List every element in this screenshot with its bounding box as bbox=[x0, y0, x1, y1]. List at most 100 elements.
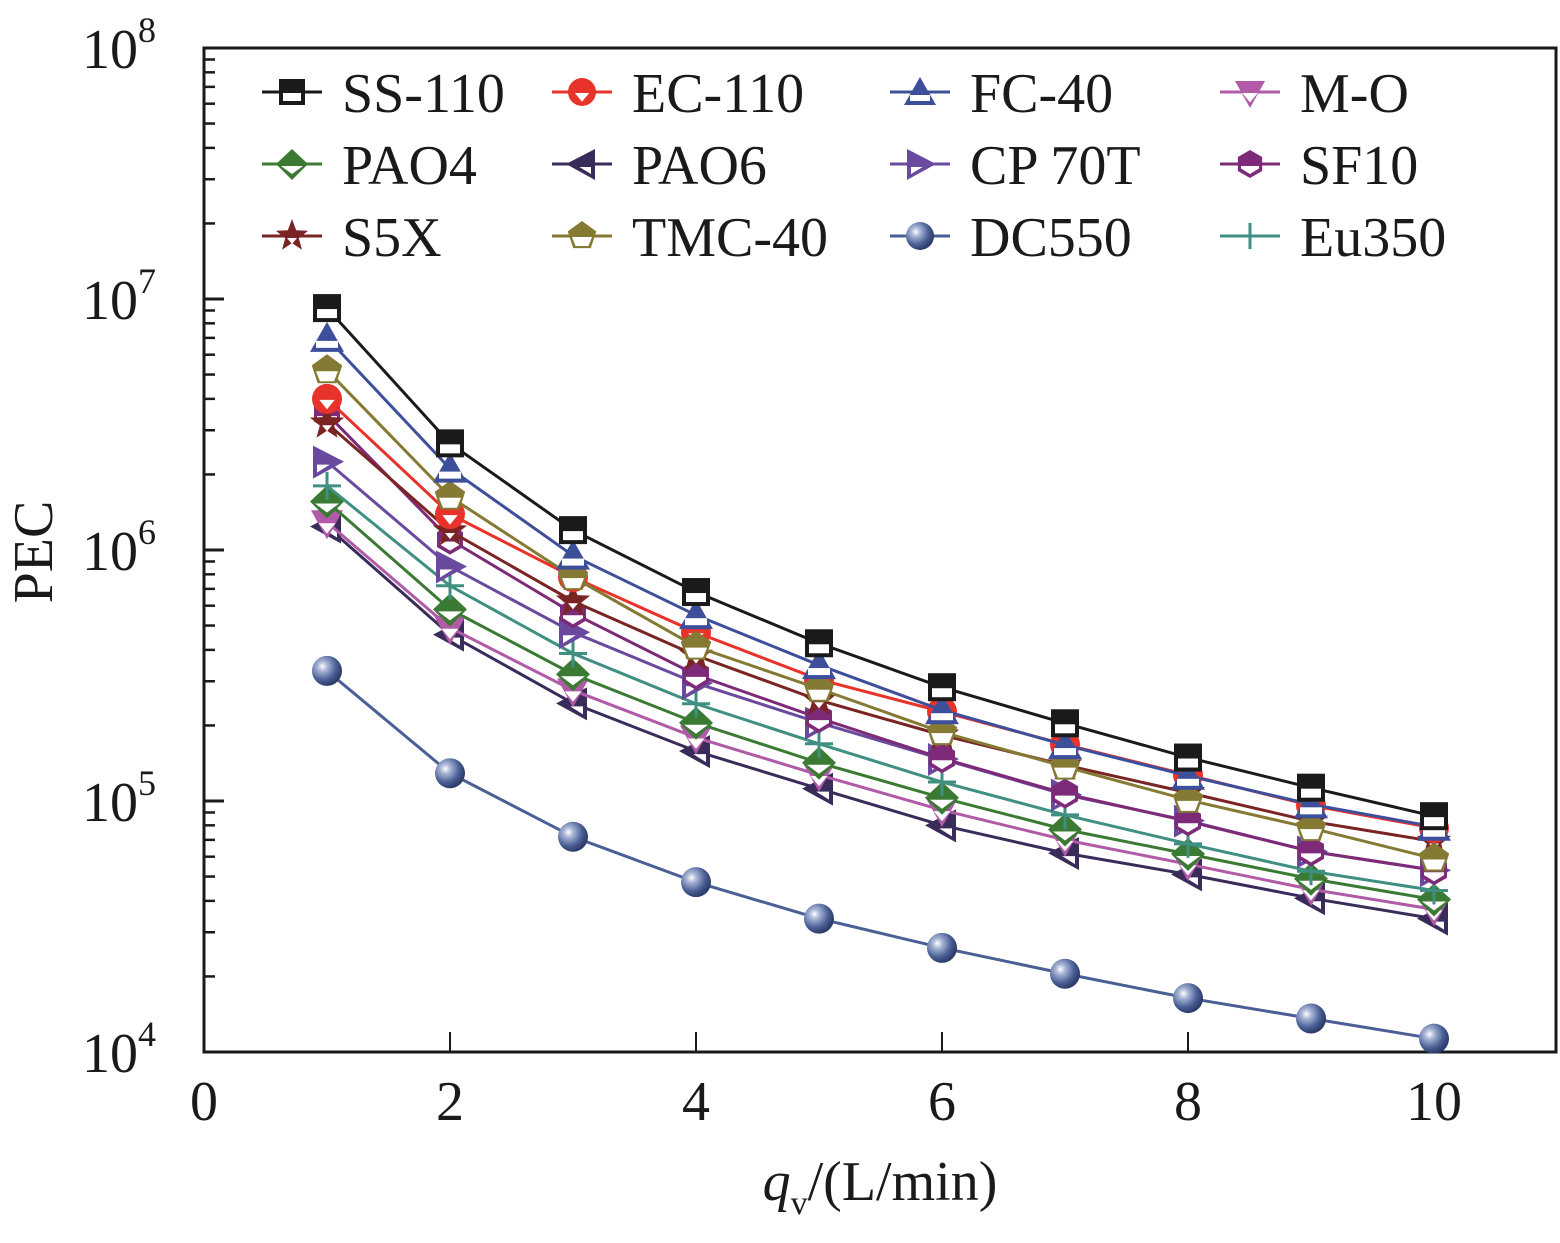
data-point-pao4 bbox=[679, 706, 713, 740]
data-point-fc-40 bbox=[556, 539, 590, 570]
y-tick-label: 106 bbox=[82, 512, 156, 583]
data-point-ss-110 bbox=[928, 673, 956, 702]
data-point-cp-70t bbox=[313, 445, 344, 479]
data-point-dc550 bbox=[435, 758, 465, 789]
series-line-eu350 bbox=[326, 484, 1435, 892]
data-point-eu350 bbox=[682, 689, 710, 718]
data-point-ss-110 bbox=[1297, 773, 1325, 802]
legend-marker-triangle-right-icon bbox=[907, 149, 936, 180]
y-tick-exponent: 8 bbox=[138, 10, 156, 50]
data-point-pao4 bbox=[556, 658, 590, 692]
data-point-ss-110 bbox=[436, 429, 464, 458]
legend-marker-circle-icon bbox=[568, 78, 596, 106]
data-point-ss-110 bbox=[682, 578, 710, 607]
y-tick-label: 107 bbox=[82, 261, 156, 332]
series-layer bbox=[309, 294, 1452, 1054]
legend-item-ss-110: SS-110 bbox=[262, 63, 505, 125]
legend: SS-110 EC-110 FC-40 M-O PAO4 PAO6 CP 70T SF10 S5… bbox=[262, 63, 1446, 269]
data-point-pao4 bbox=[433, 593, 467, 627]
data-point-m-o bbox=[557, 678, 589, 708]
data-point-tmc-40 bbox=[434, 480, 466, 510]
series-line-sf10 bbox=[325, 413, 1435, 872]
data-point-sf10 bbox=[929, 743, 955, 774]
data-point-fc-40 bbox=[1048, 729, 1082, 760]
data-point-fc-40 bbox=[433, 452, 467, 483]
legend-marker-triangle-down-icon bbox=[1235, 81, 1265, 108]
data-point-fc-40 bbox=[1294, 788, 1328, 819]
data-point-sf10 bbox=[1175, 806, 1201, 837]
y-tick-label: 108 bbox=[82, 10, 156, 81]
data-point-ss-110 bbox=[805, 629, 833, 658]
y-tick-base: 10 bbox=[82, 1023, 138, 1085]
legend-marker-triangle-up-icon bbox=[904, 77, 936, 105]
x-axis-title-symbol: q bbox=[763, 1151, 791, 1213]
y-tick-base: 10 bbox=[82, 19, 138, 81]
data-point-eu350 bbox=[313, 471, 341, 500]
legend-item-pao6: PAO6 bbox=[552, 135, 767, 197]
data-point-fc-40 bbox=[679, 599, 713, 630]
x-tick-label: 6 bbox=[928, 1071, 956, 1133]
legend-item-cp-70t: CP 70T bbox=[890, 135, 1141, 197]
series-line-s5x bbox=[326, 422, 1435, 843]
legend-label: EC-110 bbox=[632, 63, 804, 125]
series-line-pao6 bbox=[326, 525, 1435, 921]
data-point-pao6 bbox=[925, 809, 956, 843]
legend-item-pao4: PAO4 bbox=[262, 135, 477, 197]
legend-label: PAO4 bbox=[342, 135, 477, 197]
legend-label: PAO6 bbox=[632, 135, 767, 197]
data-point-dc550 bbox=[1173, 983, 1203, 1014]
x-axis-title-subscript: v bbox=[791, 1185, 808, 1222]
y-tick-base: 10 bbox=[82, 772, 138, 834]
y-tick-label: 105 bbox=[82, 763, 156, 834]
y-tick-exponent: 7 bbox=[138, 261, 156, 301]
x-axis: 0 2 4 6 8 10 bbox=[190, 1032, 1462, 1133]
data-point-pao4 bbox=[925, 781, 959, 815]
data-point-tmc-40 bbox=[311, 354, 343, 384]
series-line-ss-110 bbox=[325, 307, 1435, 818]
data-point-m-o bbox=[434, 615, 466, 645]
series-ss-110 bbox=[313, 294, 1448, 831]
data-point-ss-110 bbox=[313, 294, 341, 323]
data-point-eu350 bbox=[559, 639, 587, 668]
legend-marker-sphere-icon bbox=[906, 222, 934, 250]
data-point-sf10 bbox=[683, 659, 709, 690]
legend-label: CP 70T bbox=[970, 135, 1141, 197]
series-line-pao4 bbox=[326, 500, 1435, 902]
legend-label: DC550 bbox=[970, 207, 1132, 269]
y-tick-base: 10 bbox=[82, 521, 138, 583]
data-point-s5x bbox=[432, 513, 468, 546]
data-point-tmc-40 bbox=[1172, 783, 1204, 813]
data-point-m-o bbox=[680, 725, 712, 755]
data-point-dc550 bbox=[312, 655, 342, 686]
data-point-dc550 bbox=[927, 932, 957, 963]
legend-item-dc550: DC550 bbox=[890, 207, 1132, 269]
data-point-pao4 bbox=[1048, 813, 1082, 847]
data-point-ss-110 bbox=[1051, 709, 1079, 738]
legend-item-eu350: Eu350 bbox=[1220, 207, 1446, 269]
data-point-eu350 bbox=[436, 571, 464, 600]
y-tick-exponent: 4 bbox=[138, 1014, 156, 1054]
x-tick-label: 8 bbox=[1174, 1071, 1202, 1133]
series-ec-110 bbox=[312, 383, 1449, 844]
series-fc-40 bbox=[310, 321, 1451, 841]
y-axis-title: PEC bbox=[3, 501, 65, 604]
data-point-pao4 bbox=[802, 746, 836, 780]
x-axis-title: qv/(L/min) bbox=[763, 1151, 998, 1222]
legend-label: Eu350 bbox=[1300, 207, 1446, 269]
legend-marker-hexagon-icon bbox=[1237, 150, 1263, 178]
data-point-tmc-40 bbox=[1295, 812, 1327, 842]
data-point-s5x bbox=[309, 405, 345, 438]
legend-item-m-o: M-O bbox=[1220, 63, 1409, 125]
legend-label: S5X bbox=[342, 207, 442, 269]
data-point-dc550 bbox=[1419, 1023, 1449, 1054]
legend-label: M-O bbox=[1300, 63, 1409, 125]
legend-item-s5x: S5X bbox=[262, 207, 442, 269]
data-point-dc550 bbox=[1050, 958, 1080, 989]
data-point-m-o bbox=[311, 510, 343, 540]
series-dc550 bbox=[312, 655, 1449, 1054]
x-tick-label: 0 bbox=[190, 1071, 218, 1133]
y-tick-base: 10 bbox=[82, 270, 138, 332]
data-point-fc-40 bbox=[1171, 759, 1205, 790]
